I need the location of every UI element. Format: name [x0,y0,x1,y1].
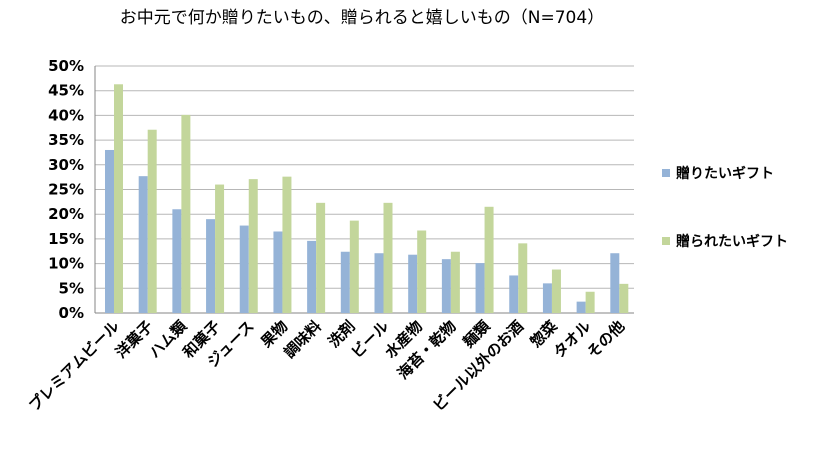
bar-receive [181,114,191,313]
y-tick-label: 15% [48,230,84,248]
legend-swatch [662,237,670,245]
category-label: ビール [348,317,393,362]
bar-give [610,253,620,313]
category-label: プレミアムビール [25,317,123,415]
bar-give [542,283,552,313]
bar-give [509,275,519,313]
bar-give [441,259,451,313]
bar-receive [248,179,258,313]
bar-receive [484,206,494,313]
y-tick-label: 0% [59,304,84,322]
bar-receive [147,129,157,313]
y-axis-ticks: 0% 5% 10% 15% 20% 25% 30% 35% 40% 45% 50% [48,57,84,322]
bar-receive [551,269,561,313]
bar-receive [316,202,326,313]
y-tick-label: 10% [48,255,84,273]
bar-receive [518,243,528,313]
category-label: 洋菓子 [112,317,157,362]
y-tick-label: 45% [48,82,84,100]
bar-give [374,253,384,313]
bar-receive [282,176,292,313]
legend-label: 贈られたいギフト [676,233,788,250]
bar-give [340,251,350,313]
bar-receive [114,84,123,313]
bar-give [576,301,586,313]
bar-receive [215,184,225,313]
category-label: タオル [550,317,595,362]
bar-give [239,225,249,313]
bar-give [105,149,114,313]
bar-receive [417,230,427,313]
legend-swatch [662,169,670,177]
bar-give [172,209,182,313]
chart-title: お中元で何か贈りたいもの、贈られると嬉しいもの（N=704） [120,8,604,28]
y-tick-label: 5% [59,279,84,297]
y-tick-label: 50% [48,57,84,75]
category-label: 調味料 [280,317,325,362]
y-tick-label: 30% [48,156,84,174]
y-tick-label: 35% [48,131,84,149]
bars [105,84,629,313]
bar-receive [383,202,393,313]
bar-receive [349,220,359,313]
y-tick-label: 25% [48,181,84,199]
bar-give [138,176,148,313]
bar-give [408,254,418,313]
bar-receive [450,251,460,313]
x-axis-labels: プレミアムビール洋菓子ハム類和菓子ジュース 果物調味料 洗剤ビール水産物海苔・乾物麺… [25,316,628,414]
bar-give [475,263,485,313]
bar-give [273,231,283,313]
bar-give [206,219,216,313]
bar-give [307,240,317,313]
bar-receive [619,283,629,313]
y-tick-label: 40% [48,106,84,124]
bar-receive [585,291,595,313]
y-tick-label: 20% [48,205,84,223]
legend-label: 贈りたいギフト [676,165,774,182]
category-label: その他 [584,317,629,362]
